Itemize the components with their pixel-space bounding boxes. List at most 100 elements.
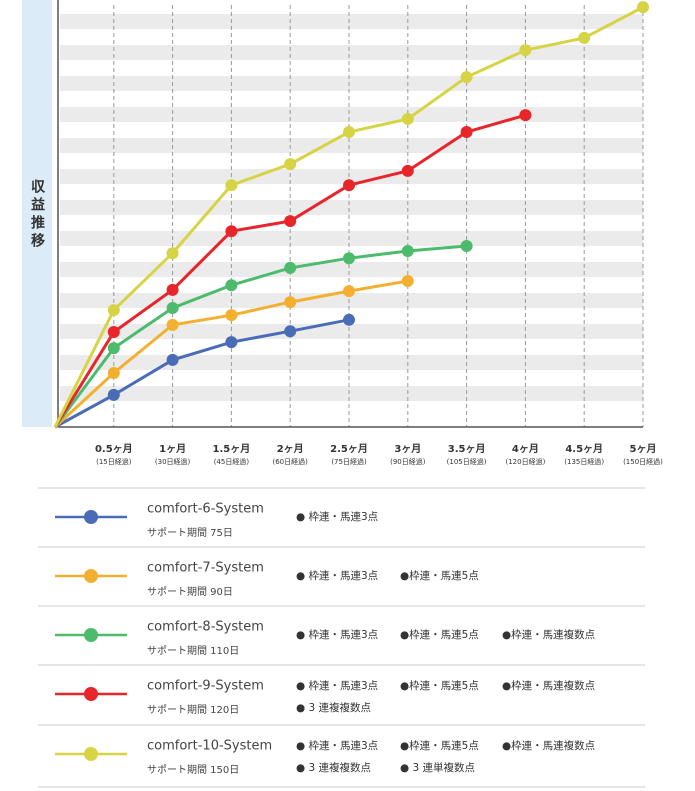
legend-feature: ●枠連・馬連複数点	[502, 628, 595, 641]
point	[401, 274, 414, 287]
x-tick-sublabel: (45日経過)	[214, 457, 250, 466]
legend-swatch-dot	[84, 510, 98, 524]
series-line	[54, 318, 350, 429]
legend-feature: ● 3 連単複数点	[400, 761, 475, 774]
legend-feature: ● 枠連・馬連3点	[296, 569, 378, 582]
legend-feature: ● 枠連・馬連3点	[296, 679, 378, 692]
point	[401, 112, 414, 125]
grid-band	[60, 231, 643, 246]
x-tick-label: 1ヶ月	[159, 443, 186, 455]
point	[166, 283, 179, 296]
legend-feature: ●枠連・馬連5点	[400, 679, 479, 692]
x-tick-label: 4.5ヶ月	[565, 443, 603, 455]
point	[107, 326, 120, 339]
legend-swatch-dot	[84, 687, 98, 701]
legend-swatch-dot	[84, 747, 98, 761]
legend-feature: ● 枠連・馬連3点	[296, 628, 378, 641]
legend-support: サポート期間 75日	[147, 527, 233, 539]
legend-feature: ●枠連・馬連5点	[400, 569, 479, 582]
point	[460, 126, 473, 139]
point	[343, 126, 355, 139]
point	[284, 158, 297, 171]
legend-swatch-dot	[84, 569, 98, 583]
point	[343, 252, 355, 265]
point	[578, 31, 591, 44]
x-tick-label: 5ヶ月	[630, 443, 657, 455]
grid-band	[60, 76, 643, 91]
grid-band	[60, 200, 643, 215]
point	[225, 279, 238, 292]
grid-band	[60, 324, 643, 339]
point	[166, 247, 179, 260]
x-tick-label: 1.5ヶ月	[213, 443, 251, 455]
x-tick-label: 2.5ヶ月	[330, 443, 368, 455]
point	[225, 179, 238, 192]
legend-swatch-dot	[84, 628, 98, 642]
x-tick-sublabel: (150日経過)	[623, 457, 663, 466]
point	[460, 71, 473, 84]
point	[401, 164, 414, 177]
point	[107, 388, 120, 401]
legend-name: comfort-9-System	[147, 679, 264, 694]
legend-support: サポート期間 120日	[147, 704, 239, 716]
point	[343, 313, 355, 326]
grid-band	[60, 386, 643, 401]
legend-feature: ● 枠連・馬連3点	[296, 739, 378, 752]
legend-name: comfort-7-System	[147, 561, 264, 576]
point	[166, 318, 179, 331]
point	[225, 225, 238, 238]
grid-band	[60, 138, 643, 153]
point	[343, 179, 355, 192]
grid-band	[60, 14, 643, 29]
point	[637, 1, 649, 14]
point	[166, 353, 179, 366]
point	[225, 336, 238, 349]
grid-band	[60, 355, 643, 370]
point	[519, 44, 532, 57]
point	[166, 301, 179, 314]
legend-name: comfort-10-System	[147, 739, 272, 754]
x-tick-label: 4ヶ月	[512, 443, 539, 455]
legend-feature: ● 枠連・馬連3点	[296, 510, 378, 523]
legend-feature: ●枠連・馬連5点	[400, 628, 479, 641]
legend-feature: ●枠連・馬連複数点	[502, 739, 595, 752]
x-tick-label: 0.5ヶ月	[95, 443, 133, 455]
legend-support: サポート期間 110日	[147, 645, 239, 657]
point	[519, 109, 532, 122]
point	[401, 245, 414, 258]
point	[284, 325, 297, 338]
point	[460, 239, 473, 252]
y-axis-label: 収益推移	[29, 178, 45, 251]
grid-band	[60, 107, 643, 122]
x-tick-label: 3ヶ月	[394, 443, 421, 455]
y-label-box	[22, 0, 52, 427]
x-tick-sublabel: (90日経過)	[390, 457, 426, 466]
x-tick-sublabel: (105日経過)	[447, 457, 487, 466]
x-tick-sublabel: (120日経過)	[505, 457, 545, 466]
point	[107, 366, 120, 379]
series-line	[53, 244, 467, 428]
legend-feature: ●枠連・馬連複数点	[502, 679, 595, 692]
legend-name: comfort-8-System	[147, 620, 264, 635]
point	[225, 309, 238, 322]
point	[107, 342, 120, 355]
legend-feature: ● 3 連複複数点	[296, 701, 371, 714]
legend-support: サポート期間 90日	[147, 586, 233, 598]
point	[107, 304, 120, 317]
x-tick-sublabel: (60日経過)	[273, 457, 309, 466]
x-tick-label: 3.5ヶ月	[448, 443, 486, 455]
x-tick-sublabel: (135日経過)	[564, 457, 604, 466]
grid-band	[60, 45, 643, 60]
grid-band	[60, 169, 643, 184]
x-tick-sublabel: (75日経過)	[331, 457, 367, 466]
legend-feature: ●枠連・馬連5点	[400, 739, 479, 752]
point	[284, 215, 297, 228]
legend-name: comfort-6-System	[147, 502, 264, 517]
point	[284, 261, 297, 274]
x-tick-label: 2ヶ月	[277, 443, 304, 455]
point	[343, 285, 355, 298]
point	[284, 296, 297, 309]
x-tick-sublabel: (15日経過)	[96, 457, 132, 466]
legend-support: サポート期間 150日	[147, 764, 239, 776]
